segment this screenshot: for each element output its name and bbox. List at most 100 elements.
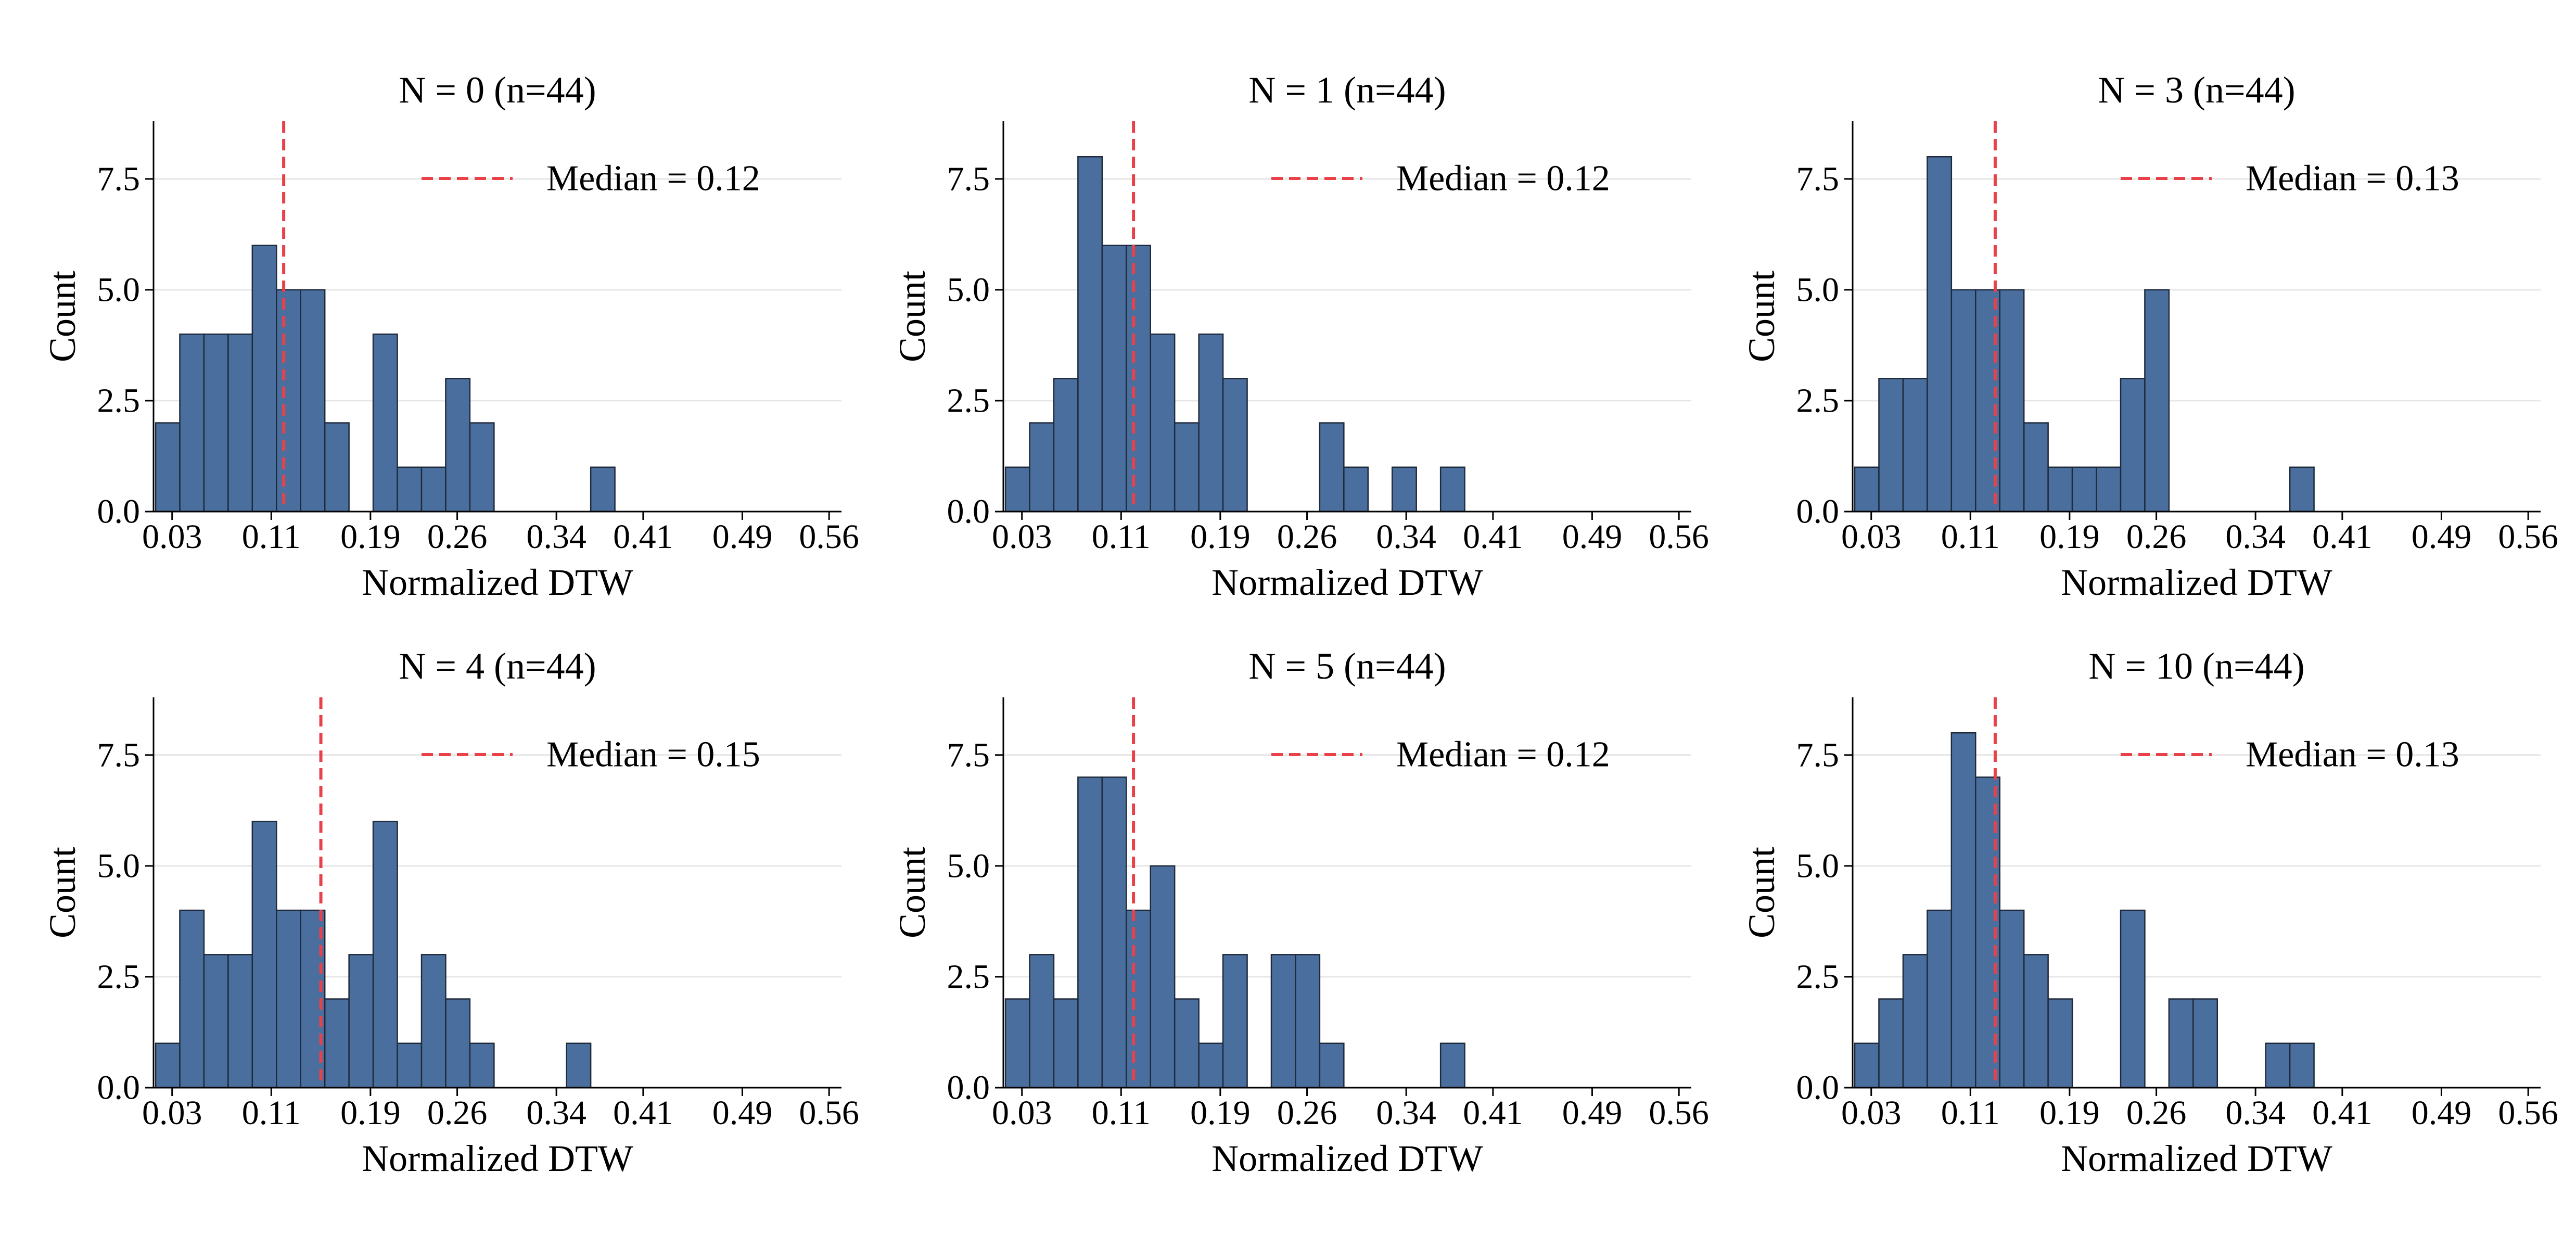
histogram-bar — [2096, 466, 2122, 513]
y-axis-label: Count — [42, 271, 83, 362]
histogram-bar — [1902, 954, 1928, 1089]
x-tick-label: 0.03 — [1841, 518, 1902, 556]
x-tick-label: 0.26 — [1277, 1094, 1337, 1132]
y-tick-label: 0.0 — [97, 493, 141, 531]
x-tick-label: 0.34 — [526, 518, 586, 556]
legend-label: Median = 0.15 — [546, 735, 760, 775]
histogram-bar — [445, 998, 471, 1089]
histogram-bar — [1950, 732, 1976, 1089]
y-tick-label: 7.5 — [97, 160, 141, 198]
histogram-bar — [2023, 422, 2049, 513]
histogram-bar — [276, 289, 301, 513]
x-tick-label: 0.41 — [1463, 1094, 1523, 1132]
histogram-bar — [2023, 954, 2049, 1089]
x-axis-label: Normalized DTW — [362, 1138, 633, 1179]
x-tick-label: 0.11 — [1092, 1094, 1151, 1132]
legend: Median = 0.15 — [422, 735, 760, 775]
y-tick-label: 2.5 — [1796, 381, 1840, 419]
subplot-title: N = 1 (n=44) — [1248, 69, 1446, 111]
x-tick-label: 0.34 — [2225, 518, 2286, 556]
y-tick-label: 2.5 — [1796, 958, 1840, 996]
histogram-bar — [1029, 954, 1055, 1089]
histogram-bar — [1878, 998, 1904, 1089]
x-tick-label: 0.49 — [712, 518, 773, 556]
histogram-bar — [1174, 998, 1200, 1089]
histogram-bar — [1878, 378, 1904, 513]
histogram-bar — [1439, 1042, 1465, 1089]
x-tick-label: 0.19 — [2039, 518, 2100, 556]
y-tick-label: 7.5 — [1796, 160, 1840, 198]
x-tick-label: 0.11 — [242, 518, 301, 556]
x-tick-label: 0.34 — [2225, 1094, 2286, 1132]
x-tick-label: 0.49 — [2412, 1094, 2472, 1132]
histogram-bar — [469, 1042, 495, 1089]
histogram-bar — [1927, 156, 1953, 513]
histogram-bar — [1150, 865, 1176, 1089]
x-tick-label: 0.49 — [712, 1094, 773, 1132]
legend: Median = 0.12 — [422, 159, 760, 199]
y-tick-label: 0.0 — [947, 1069, 990, 1107]
histogram-bar — [2120, 378, 2146, 513]
x-tick-label: 0.19 — [1190, 518, 1251, 556]
histogram-bar — [251, 245, 277, 513]
subplot-5: 0.0 2.5 5.0 7.5 0.03 0.11 0.19 0.26 0.34 0.41 0.49… — [1741, 645, 2558, 1179]
x-tick-label: 0.41 — [2312, 518, 2373, 556]
x-tick-label: 0.26 — [1277, 518, 1337, 556]
histogram-bar — [300, 289, 326, 513]
histogram-bar — [203, 333, 229, 513]
histogram-bar — [1222, 378, 1248, 513]
histogram-bar — [1101, 245, 1127, 513]
subplot-title: N = 10 (n=44) — [2088, 645, 2304, 687]
subplot-title: N = 3 (n=44) — [2098, 69, 2295, 111]
histogram-bar — [251, 821, 277, 1089]
subplot-title: N = 0 (n=44) — [399, 69, 596, 111]
histogram-bar — [2071, 466, 2097, 513]
x-tick-label: 0.03 — [142, 518, 202, 556]
x-axis-label: Normalized DTW — [1212, 562, 1483, 603]
histogram-bar — [1004, 998, 1030, 1089]
x-tick-label: 0.03 — [1841, 1094, 1902, 1132]
y-tick-label: 7.5 — [97, 736, 141, 774]
legend: Median = 0.13 — [2121, 735, 2459, 775]
histogram-bar — [1270, 954, 1296, 1089]
subplot-1: 0.0 2.5 5.0 7.5 0.03 0.11 0.19 0.26 0.34 0.41 0.49… — [891, 69, 1709, 603]
subplot-3: 0.0 2.5 5.0 7.5 0.03 0.11 0.19 0.26 0.34 0.41 0.49… — [42, 645, 859, 1179]
histogram-bar — [1029, 422, 1055, 513]
histogram-bar — [1439, 466, 1465, 513]
histogram-bar — [179, 333, 205, 513]
x-tick-label: 0.03 — [992, 518, 1052, 556]
histogram-bar — [2289, 466, 2315, 513]
x-axis-label: Normalized DTW — [1212, 1138, 1483, 1179]
legend: Median = 0.13 — [2121, 159, 2459, 199]
x-tick-label: 0.41 — [2312, 1094, 2373, 1132]
histogram-bar — [1222, 954, 1248, 1089]
histogram-bar — [203, 954, 229, 1089]
histogram-bar — [445, 378, 471, 513]
histogram-bar — [420, 466, 447, 513]
y-tick-label: 5.0 — [97, 847, 141, 885]
y-tick-label: 2.5 — [97, 381, 141, 419]
histogram-bar — [2047, 466, 2073, 513]
histogram-bar — [1391, 466, 1417, 513]
histogram-bar — [1927, 909, 1953, 1089]
histogram-bar — [566, 1042, 592, 1089]
histogram-bar — [1101, 776, 1127, 1089]
x-tick-label: 0.34 — [1376, 518, 1436, 556]
y-tick-label: 7.5 — [947, 160, 990, 198]
x-tick-label: 0.49 — [2412, 518, 2472, 556]
histogram-bar — [420, 954, 447, 1089]
subplot-2: 0.0 2.5 5.0 7.5 0.03 0.11 0.19 0.26 0.34 0.41 0.49… — [1741, 69, 2558, 603]
legend-label: Median = 0.13 — [2246, 735, 2459, 775]
y-tick-label: 2.5 — [947, 958, 990, 996]
y-tick-label: 5.0 — [947, 847, 990, 885]
x-tick-label: 0.26 — [427, 518, 488, 556]
x-tick-label: 0.26 — [2126, 518, 2187, 556]
histogram-bar — [348, 954, 374, 1089]
histogram-bar — [179, 909, 205, 1089]
histogram-bar — [1004, 466, 1030, 513]
histogram-bar — [397, 466, 423, 513]
y-tick-label: 5.0 — [947, 271, 990, 309]
histogram-bar — [1198, 333, 1224, 513]
x-tick-label: 0.11 — [1092, 518, 1151, 556]
